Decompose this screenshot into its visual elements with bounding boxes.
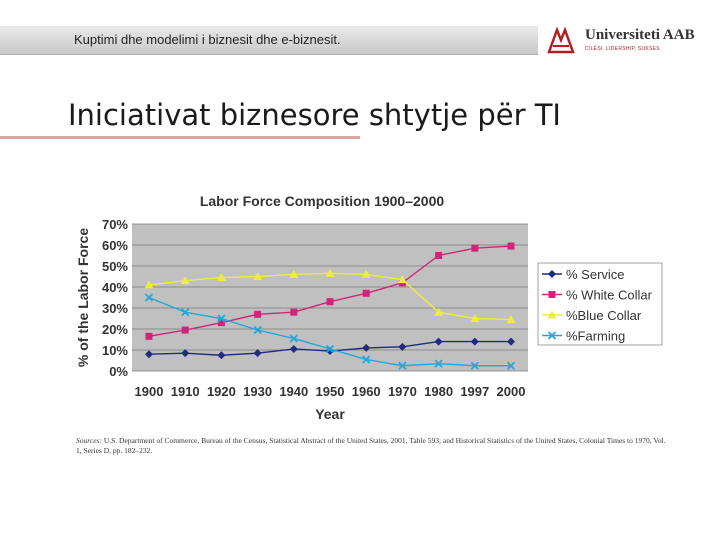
data-point-white-collar <box>507 242 515 250</box>
logo-mark-icon <box>547 26 575 54</box>
data-point-white-collar <box>326 298 334 306</box>
data-point-service <box>217 351 226 360</box>
x-tick-label: 1900 <box>135 384 164 399</box>
data-point-white-collar <box>471 244 479 252</box>
x-tick-label: 1997 <box>460 384 489 399</box>
data-point-farming <box>398 361 407 370</box>
legend-marker-blue-collar <box>547 310 557 319</box>
data-point-blue-collar <box>470 314 480 322</box>
title-divider <box>0 136 360 139</box>
y-tick-label: 0% <box>109 364 128 379</box>
y-tick-label: 10% <box>102 343 128 358</box>
x-axis-label: Year <box>315 406 345 422</box>
plot-area <box>132 224 528 371</box>
x-tick-label: 1910 <box>171 384 200 399</box>
data-point-white-collar <box>362 289 370 297</box>
data-point-service <box>362 343 371 352</box>
legend-label: %Blue Collar <box>566 308 642 323</box>
y-tick-label: 40% <box>102 280 128 295</box>
data-point-farming <box>217 314 226 323</box>
x-tick-label: 1960 <box>352 384 381 399</box>
data-point-service <box>326 347 334 356</box>
data-point-service <box>507 337 515 346</box>
data-point-service <box>289 344 298 353</box>
logo-tagline: CILËSI, LIDERSHIP, SUKSES <box>585 46 660 52</box>
data-point-farming <box>253 325 262 335</box>
data-point-blue-collar <box>506 315 516 324</box>
data-point-blue-collar <box>361 269 371 278</box>
logo-name: Universiteti AAB <box>585 27 695 43</box>
data-point-white-collar <box>181 326 189 334</box>
header-bar: Kuptimi dhe modelimi i biznesit dhe e-bi… <box>0 26 538 55</box>
legend-label: % Service <box>566 267 625 282</box>
data-point-white-collar <box>435 252 443 259</box>
data-point-farming <box>289 334 298 343</box>
data-point-blue-collar <box>434 307 444 316</box>
x-tick-label: 1980 <box>424 384 453 399</box>
x-tick-label: 2000 <box>497 384 526 399</box>
data-point-service <box>434 337 443 346</box>
x-tick-label: 1930 <box>243 384 272 399</box>
labor-force-chart: Labor Force Composition 1900–2000 0% 10% 20… <box>75 193 663 422</box>
x-tick-label: 1950 <box>316 384 345 399</box>
data-point-farming <box>434 359 443 368</box>
data-point-service <box>398 342 407 351</box>
x-tick-label: 1970 <box>388 384 417 399</box>
y-tick-label: 20% <box>102 322 128 337</box>
legend-marker-farming <box>547 331 557 340</box>
legend-marker-white-collar <box>548 291 556 298</box>
x-tick-label: 1940 <box>279 384 308 399</box>
data-point-white-collar <box>217 319 225 327</box>
sources-text: U.S. Department of Commerce, Bureau of t… <box>76 436 666 455</box>
data-point-farming <box>470 361 479 370</box>
data-point-white-collar <box>145 332 153 340</box>
data-point-farming <box>325 344 335 354</box>
legend-label: %Farming <box>566 329 625 344</box>
legend-label: % White Collar <box>566 288 653 303</box>
data-point-farming <box>144 293 154 302</box>
y-tick-label: 30% <box>102 301 128 316</box>
y-tick-label: 60% <box>102 238 128 253</box>
chart-title: Labor Force Composition 1900–2000 <box>200 193 445 209</box>
data-point-farming <box>181 308 190 317</box>
data-point-service <box>470 337 479 346</box>
x-tick-label: 1920 <box>207 384 236 399</box>
y-tick-label: 70% <box>102 217 128 232</box>
y-tick-label: 50% <box>102 259 128 274</box>
y-axis-label: % of the Labor Force <box>75 228 91 367</box>
data-point-service <box>253 349 262 358</box>
data-point-farming <box>362 355 371 364</box>
university-logo: Universiteti AAB CILËSI, LIDERSHIP, SUKS… <box>545 24 715 58</box>
chart-legend <box>537 262 663 346</box>
data-point-blue-collar <box>180 276 190 285</box>
data-point-farming <box>506 361 516 370</box>
slide-title: Iniciativat biznesore shtytje për TI <box>68 98 561 132</box>
data-point-service <box>181 349 190 358</box>
data-point-blue-collar <box>216 273 226 282</box>
data-point-white-collar <box>290 308 298 316</box>
data-point-blue-collar <box>253 272 263 280</box>
chart-sources: Sources: U.S. Department of Commerce, Bu… <box>76 436 666 456</box>
course-subtitle: Kuptimi dhe modelimi i biznesit dhe e-bi… <box>74 32 341 47</box>
data-point-blue-collar <box>144 280 154 289</box>
sources-label: Sources: <box>76 436 102 445</box>
data-point-service <box>145 350 153 359</box>
data-point-blue-collar <box>289 269 299 278</box>
legend-marker-service <box>548 270 556 278</box>
data-point-white-collar <box>254 310 262 318</box>
data-point-blue-collar <box>397 275 407 284</box>
data-point-blue-collar <box>325 268 335 277</box>
